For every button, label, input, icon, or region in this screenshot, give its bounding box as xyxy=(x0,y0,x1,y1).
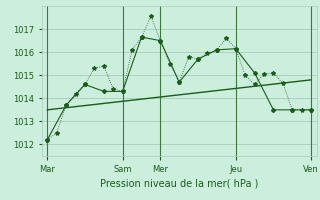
X-axis label: Pression niveau de la mer( hPa ): Pression niveau de la mer( hPa ) xyxy=(100,178,258,188)
